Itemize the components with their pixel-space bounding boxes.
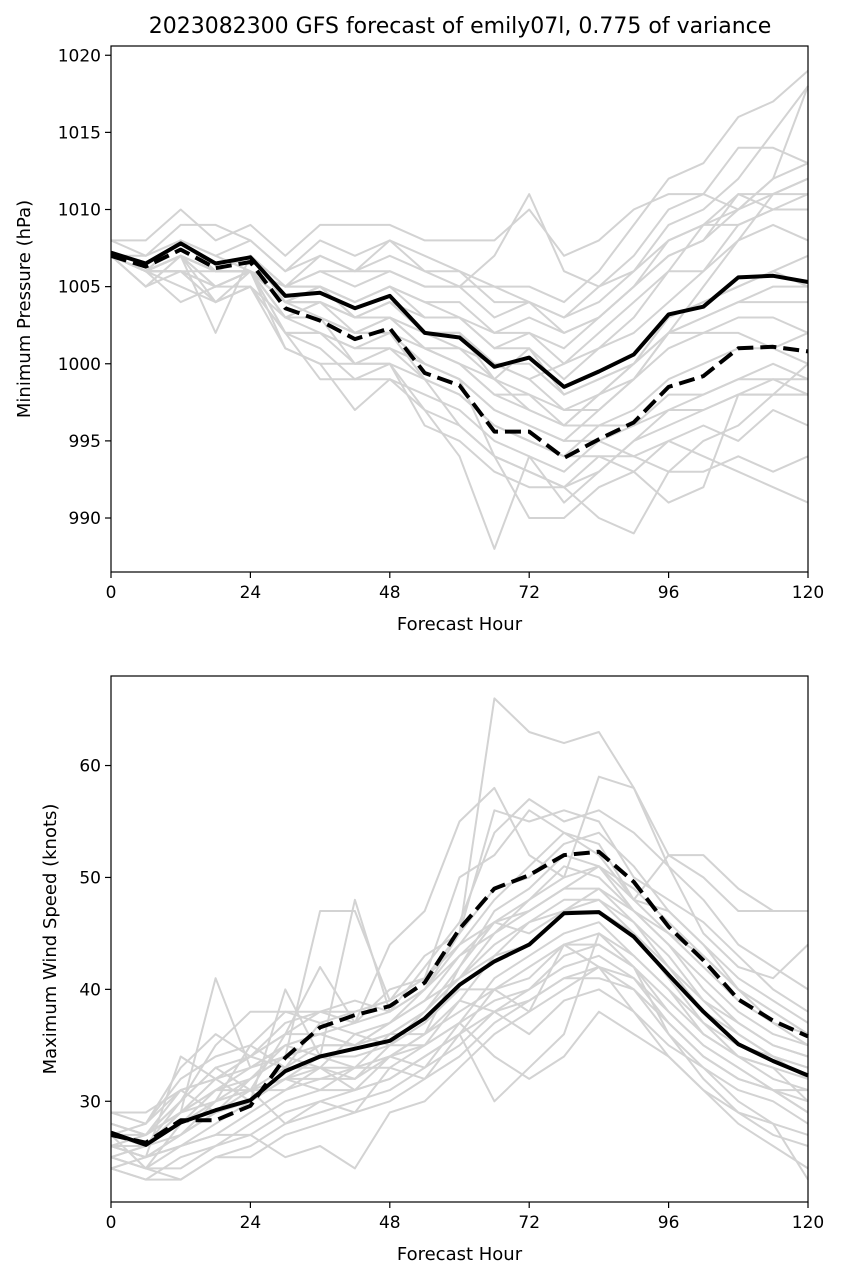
pressure-axes-frame bbox=[110, 45, 809, 573]
wind-x-tick-label: 0 bbox=[106, 1213, 117, 1233]
pressure-dashed-line bbox=[110, 247, 809, 460]
pressure-main-lines bbox=[110, 241, 809, 460]
wind-axes-frame bbox=[110, 675, 809, 1203]
pressure-x-tick-label: 48 bbox=[379, 583, 401, 603]
wind-ensemble-member-2 bbox=[110, 775, 808, 1147]
wind-y-axis-label: Maximum Wind Speed (knots) bbox=[40, 804, 61, 1075]
wind-solid-line bbox=[110, 910, 809, 1147]
pressure-y-tick-label: 995 bbox=[69, 432, 101, 452]
pressure-x-tick-label: 24 bbox=[240, 583, 262, 603]
pressure-x-tick-label: 96 bbox=[658, 583, 680, 603]
pressure-x-ticks: 0 24 48 72 96 120 bbox=[106, 572, 824, 603]
pressure-y-tick-label: 1015 bbox=[58, 123, 101, 143]
pressure-ensemble-member-2 bbox=[111, 69, 809, 304]
wind-y-tick-label: 60 bbox=[79, 757, 101, 777]
pressure-x-axis-label: Forecast Hour bbox=[397, 614, 523, 635]
wind-ensemble-member-24 bbox=[111, 898, 809, 1136]
pressure-y-tick-label: 1000 bbox=[58, 355, 101, 375]
wind-x-tick-label: 48 bbox=[379, 1213, 401, 1233]
pressure-solid-line bbox=[110, 241, 809, 389]
wind-panel: 0 24 48 72 96 120 30 40 50 60 Forecast Hour Maxi… bbox=[40, 675, 824, 1265]
pressure-y-tick-label: 1005 bbox=[58, 278, 101, 298]
wind-y-tick-label: 40 bbox=[79, 980, 101, 1000]
pressure-ensemble-member-15 bbox=[110, 254, 809, 489]
wind-x-axis-label: Forecast Hour bbox=[397, 1244, 523, 1265]
wind-y-ticks: 30 40 50 60 bbox=[79, 757, 111, 1112]
wind-ensemble-member-1 bbox=[110, 697, 809, 1136]
wind-x-ticks: 0 24 48 72 96 120 bbox=[106, 1202, 824, 1233]
pressure-y-tick-label: 990 bbox=[69, 509, 101, 529]
wind-ensemble-member-4 bbox=[110, 809, 809, 1136]
pressure-ensemble-member-24 bbox=[110, 254, 808, 427]
wind-x-tick-label: 72 bbox=[518, 1213, 540, 1233]
pressure-y-tick-label: 1020 bbox=[58, 46, 101, 66]
wind-ensemble-member-28 bbox=[111, 865, 809, 1114]
pressure-x-tick-label: 120 bbox=[792, 583, 824, 603]
wind-ensemble-member-18 bbox=[110, 988, 809, 1181]
pressure-ensemble-member-28 bbox=[110, 177, 809, 319]
wind-y-tick-label: 30 bbox=[79, 1092, 101, 1112]
pressure-x-tick-label: 0 bbox=[106, 583, 117, 603]
wind-main-lines bbox=[110, 849, 809, 1147]
pressure-ensemble-member-5 bbox=[110, 177, 809, 334]
pressure-ensemble-member-9 bbox=[110, 254, 809, 427]
pressure-ensemble-member-13 bbox=[110, 254, 809, 473]
pressure-ensemble-member-4 bbox=[110, 85, 809, 319]
pressure-ensemble-member-26 bbox=[110, 254, 808, 504]
pressure-ensemble-lines bbox=[110, 69, 809, 550]
wind-x-tick-label: 96 bbox=[658, 1213, 680, 1233]
pressure-y-tick-label: 1010 bbox=[58, 201, 101, 221]
pressure-ensemble-member-16 bbox=[110, 254, 809, 550]
pressure-ensemble-member-7 bbox=[110, 208, 808, 381]
wind-ensemble-member-14 bbox=[110, 977, 809, 1181]
wind-y-tick-label: 50 bbox=[79, 868, 101, 888]
pressure-y-axis-label: Minimum Pressure (hPa) bbox=[14, 200, 35, 418]
wind-ensemble-member-19 bbox=[110, 966, 808, 1159]
wind-x-tick-label: 120 bbox=[792, 1213, 824, 1233]
pressure-y-ticks: 990 995 1000 1005 1010 1015 1020 bbox=[58, 46, 111, 529]
wind-ensemble-member-26 bbox=[110, 831, 809, 1147]
wind-dashed-line bbox=[110, 849, 809, 1145]
pressure-panel: 0 24 48 72 96 120 99099510001005101010151020 … bbox=[14, 45, 824, 635]
wind-ensemble-lines bbox=[110, 697, 809, 1181]
wind-x-tick-label: 24 bbox=[240, 1213, 262, 1233]
chart-title: 2023082300 GFS forecast of emily07l, 0.7… bbox=[149, 14, 772, 39]
wind-ensemble-member-25 bbox=[110, 943, 809, 1159]
wind-ensemble-member-20 bbox=[110, 887, 809, 1136]
pressure-x-tick-label: 72 bbox=[518, 583, 540, 603]
pressure-ensemble-member-14 bbox=[110, 254, 808, 489]
pressure-ensemble-member-10 bbox=[110, 254, 808, 427]
pressure-ensemble-member-1 bbox=[111, 146, 809, 257]
